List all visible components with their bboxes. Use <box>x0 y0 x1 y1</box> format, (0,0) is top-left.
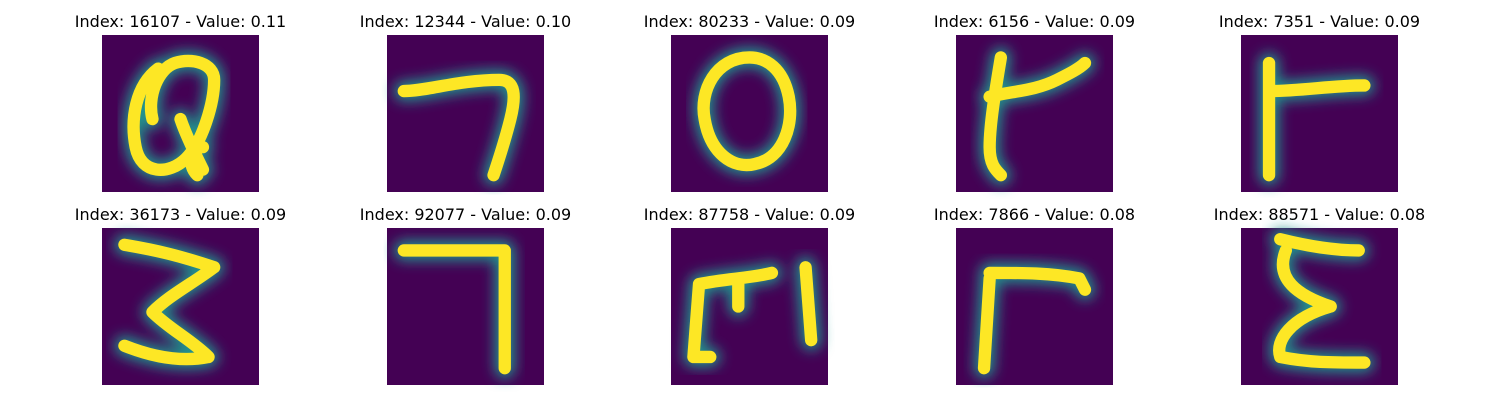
handwritten-glyph <box>979 47 1096 186</box>
panel-title: Index: 87758 - Value: 0.09 <box>644 205 855 224</box>
panel-title: Index: 80233 - Value: 0.09 <box>644 12 855 31</box>
image-panel: Index: 92077 - Value: 0.09 <box>360 205 571 385</box>
image-panel: Index: 7866 - Value: 0.08 <box>934 205 1135 385</box>
handwritten-glyph <box>1258 52 1375 186</box>
image-panel: Index: 16107 - Value: 0.11 <box>75 12 286 192</box>
handwritten-glyph <box>114 234 225 370</box>
image-panel: Index: 87758 - Value: 0.09 <box>644 205 855 385</box>
handwritten-glyph <box>123 50 225 186</box>
handwritten-glyph <box>393 69 524 186</box>
image-panel: Index: 7351 - Value: 0.09 <box>1219 12 1420 192</box>
image-panel: Index: 36173 - Value: 0.09 <box>75 205 286 385</box>
handwritten-glyph <box>693 47 801 176</box>
handwritten-glyph <box>1269 229 1375 373</box>
panel-title: Index: 12344 - Value: 0.10 <box>360 12 571 31</box>
panel-title: Index: 7866 - Value: 0.08 <box>934 205 1135 224</box>
image-panel: Index: 6156 - Value: 0.09 <box>934 12 1135 192</box>
panel-title: Index: 6156 - Value: 0.09 <box>934 12 1135 31</box>
panel-title: Index: 88571 - Value: 0.08 <box>1214 205 1425 224</box>
panel-title: Index: 36173 - Value: 0.09 <box>75 205 286 224</box>
panel-title: Index: 7351 - Value: 0.09 <box>1219 12 1420 31</box>
handwritten-glyph <box>683 257 822 368</box>
panel-title: Index: 16107 - Value: 0.11 <box>75 12 286 31</box>
image-panel: Index: 12344 - Value: 0.10 <box>360 12 571 192</box>
image-panel: Index: 88571 - Value: 0.08 <box>1214 205 1425 385</box>
image-panel: Index: 80233 - Value: 0.09 <box>644 12 855 192</box>
panel-title: Index: 92077 - Value: 0.09 <box>360 205 571 224</box>
handwritten-glyph <box>393 240 515 379</box>
handwritten-glyph <box>973 262 1096 379</box>
